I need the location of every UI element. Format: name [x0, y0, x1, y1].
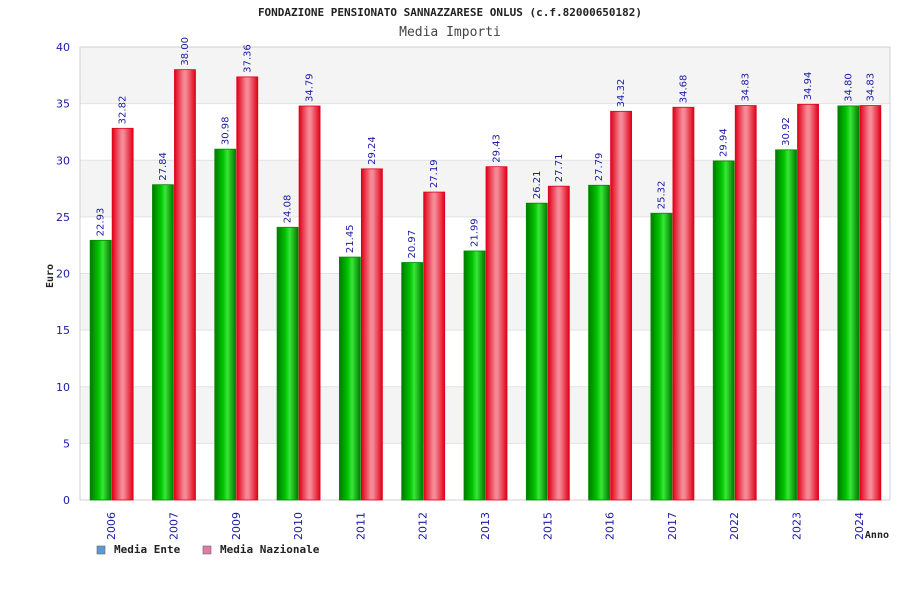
data-label: 38.00	[180, 37, 191, 66]
legend-label: Media Ente	[114, 543, 181, 556]
x-tick-label: 2007	[167, 512, 180, 540]
data-label: 34.68	[678, 75, 689, 104]
x-tick-label: 2011	[354, 512, 367, 540]
chart-subtitle: Media Importi	[399, 25, 501, 40]
x-axis-label: Anno	[865, 530, 889, 541]
data-label: 34.83	[865, 73, 876, 102]
x-axis-ticks: 2006 2007 2009 2010 2011 2012 2013 2015 2016 2017…	[105, 512, 866, 540]
data-label: 34.80	[843, 73, 854, 102]
bars: 22.93 32.82 27.84 38.00 30.98 37.36 24.08 34.79…	[89, 37, 882, 501]
y-tick-label: 15	[56, 324, 70, 337]
plot-band	[80, 47, 890, 104]
x-tick-label: 2012	[417, 512, 430, 540]
bar-media-nazionale	[236, 76, 259, 501]
legend-label: Media Nazionale	[220, 543, 320, 556]
bar-media-ente	[837, 105, 860, 501]
y-tick-label: 35	[56, 98, 70, 111]
legend-swatch	[96, 545, 106, 555]
bar-media-nazionale	[111, 127, 134, 501]
data-label: 22.93	[96, 208, 107, 237]
data-label: 30.98	[220, 117, 231, 146]
x-tick-label: 2016	[604, 512, 617, 540]
x-tick-label: 2017	[666, 512, 679, 540]
y-tick-label: 40	[56, 41, 70, 54]
data-label: 32.82	[118, 96, 129, 125]
data-label: 29.94	[719, 128, 730, 157]
x-tick-label: 2022	[728, 512, 741, 540]
bar-media-ente	[276, 226, 299, 501]
data-label: 34.83	[741, 73, 752, 102]
bar-media-nazionale	[360, 168, 383, 501]
data-label: 21.99	[470, 218, 481, 247]
bar-media-nazionale	[423, 191, 446, 501]
data-label: 34.32	[616, 79, 627, 108]
bar-media-nazionale	[859, 105, 882, 501]
data-label: 21.45	[345, 224, 356, 253]
bar-media-ente	[89, 239, 112, 501]
data-label: 27.19	[429, 159, 440, 188]
bar-media-nazionale	[610, 110, 633, 501]
plot-band	[80, 160, 890, 217]
x-tick-label: 2006	[105, 512, 118, 540]
y-axis-label: Euro	[45, 264, 56, 288]
x-tick-label: 2013	[479, 512, 492, 540]
plot-band	[80, 103, 890, 161]
x-tick-label: 2010	[292, 512, 305, 540]
bar-media-nazionale	[174, 69, 196, 501]
legend-swatch	[202, 545, 212, 555]
data-label: 27.79	[594, 153, 605, 182]
legend: Media Ente Media Nazionale	[96, 543, 320, 556]
bar-media-nazionale	[672, 106, 695, 501]
y-tick-label: 25	[56, 211, 70, 224]
y-tick-label: 20	[56, 268, 70, 281]
data-label: 29.43	[492, 134, 503, 163]
bar-media-ente	[214, 148, 237, 501]
data-label: 27.84	[158, 152, 169, 181]
data-label: 29.24	[367, 136, 378, 165]
y-tick-label: 0	[63, 494, 70, 507]
data-label: 30.92	[781, 117, 792, 146]
y-axis-ticks: 0 5 10 15 20 25 30 35 40	[56, 41, 70, 507]
bar-media-nazionale	[485, 166, 508, 501]
x-tick-label: 2015	[541, 512, 554, 540]
x-tick-label: 2024	[853, 512, 866, 540]
bar-media-ente	[650, 212, 673, 501]
data-label: 26.21	[532, 171, 543, 200]
bar-media-nazionale	[797, 103, 819, 501]
x-tick-label: 2023	[791, 512, 804, 540]
bar-media-nazionale	[547, 185, 570, 501]
data-label: 34.79	[305, 73, 316, 102]
bar-media-ente	[525, 202, 548, 501]
bar-media-ente	[338, 256, 361, 501]
data-label: 37.36	[242, 44, 253, 73]
bar-media-ente	[152, 184, 174, 501]
bar-media-ente	[588, 184, 611, 501]
bar-media-nazionale	[298, 105, 321, 501]
data-label: 25.32	[656, 181, 667, 210]
bar-media-ente	[712, 160, 735, 501]
bar-media-ente	[401, 262, 424, 501]
bar-media-ente	[463, 250, 486, 501]
data-label: 20.97	[407, 230, 418, 259]
data-label: 24.08	[283, 195, 294, 224]
data-label: 34.94	[803, 72, 814, 101]
y-tick-label: 30	[56, 154, 70, 167]
y-tick-label: 10	[56, 381, 70, 394]
x-tick-label: 2009	[230, 512, 243, 540]
bar-media-ente	[775, 149, 797, 501]
bar-media-nazionale	[734, 105, 757, 501]
chart-title: FONDAZIONE PENSIONATO SANNAZZARESE ONLUS…	[257, 6, 643, 19]
y-tick-label: 5	[63, 437, 70, 450]
data-label: 27.71	[554, 154, 565, 183]
